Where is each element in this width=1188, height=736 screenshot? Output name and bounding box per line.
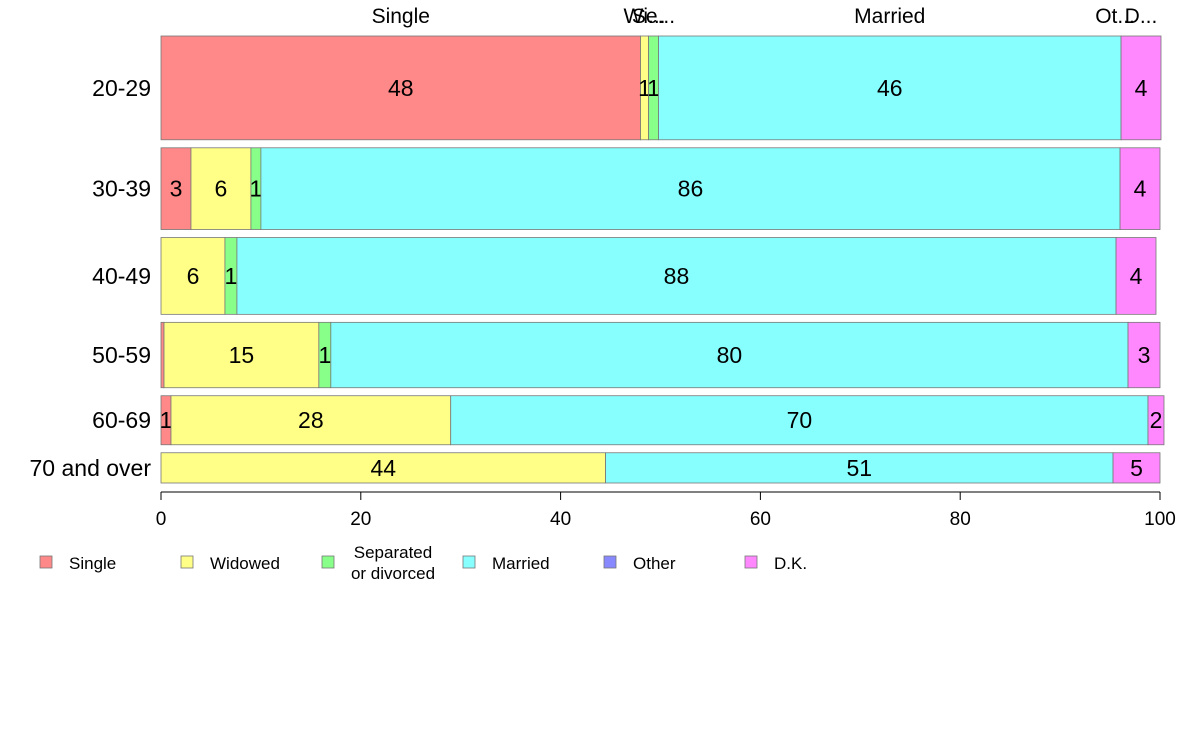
- bar-segment: [236, 237, 1117, 315]
- data-label: 80: [717, 342, 743, 368]
- data-label: 4: [1135, 75, 1148, 101]
- y-tick-label: 50-59: [92, 342, 151, 368]
- bar-segment: [605, 452, 1114, 484]
- data-label: 46: [877, 75, 903, 101]
- bar-segment: [190, 147, 252, 230]
- x-tick-label: 100: [1144, 509, 1176, 530]
- data-label: 51: [847, 455, 873, 481]
- data-label: 1: [318, 342, 331, 368]
- x-axis: 0 20 40 60 80 100: [156, 491, 1176, 530]
- legend-label: Separated or divorced: [351, 543, 435, 583]
- data-label: 1: [638, 75, 651, 101]
- data-label: 15: [229, 342, 255, 368]
- bar-segment: [170, 395, 452, 446]
- top-category-labels: Single Wi...Se... Married Ot...D...: [372, 5, 1158, 28]
- data-label: 2: [1150, 407, 1163, 433]
- data-label: 1: [160, 407, 173, 433]
- top-category-label: Single: [372, 5, 430, 28]
- bar-segment: [330, 321, 1129, 389]
- legend: Single Widowed Separated or divorced Married…: [39, 543, 807, 583]
- data-label: 86: [678, 176, 704, 202]
- legend-label: D.K.: [774, 554, 807, 573]
- data-label: 48: [388, 75, 414, 101]
- x-tick-label: 40: [550, 509, 571, 530]
- x-tick-label: 0: [156, 509, 167, 530]
- bar-segment: [1127, 321, 1161, 389]
- bar-segment: [1120, 35, 1162, 141]
- legend-swatch: [180, 555, 194, 569]
- bar-segment: [160, 35, 641, 141]
- legend-label: Widowed: [210, 554, 280, 573]
- legend-swatch: [462, 555, 476, 569]
- legend-swatch: [321, 555, 335, 569]
- y-tick-label: 40-49: [92, 263, 151, 289]
- legend-swatch: [744, 555, 758, 569]
- bar-segment: [160, 452, 606, 484]
- x-tick-label: 20: [350, 509, 371, 530]
- data-label: 1: [250, 176, 263, 202]
- legend-label: Other: [633, 554, 676, 573]
- data-label: 1: [647, 75, 660, 101]
- data-label: 4: [1130, 263, 1143, 289]
- bars-area: 48 11 46 43 6 1 86 46 1 88 415 1 80 31 28 70 244 51 5: [160, 35, 1165, 484]
- legend-swatch: [39, 555, 53, 569]
- top-category-label: Married: [854, 5, 925, 28]
- y-tick-label: 60-69: [92, 407, 151, 433]
- bar-segment: [160, 237, 226, 315]
- y-axis-labels: 20-29 30-39 40-49 50-59 60-69 70 and over: [30, 75, 152, 481]
- y-tick-label: 20-29: [92, 75, 151, 101]
- data-label: 88: [664, 263, 690, 289]
- bar-segment: [260, 147, 1121, 230]
- data-label: 70: [787, 407, 813, 433]
- top-category-label: D...: [1125, 5, 1158, 28]
- x-tick-label: 80: [950, 509, 971, 530]
- bar-segment: [163, 321, 320, 389]
- legend-label: Single: [69, 554, 116, 573]
- data-label: 28: [298, 407, 324, 433]
- bar-segment: [1112, 452, 1161, 484]
- data-label: 5: [1130, 455, 1143, 481]
- bar-segment: [160, 321, 165, 389]
- y-tick-label: 70 and over: [30, 455, 152, 481]
- data-label: 4: [1134, 176, 1147, 202]
- data-label: 3: [1138, 342, 1151, 368]
- data-label: 3: [170, 176, 183, 202]
- data-label: 6: [187, 263, 200, 289]
- bar-segment: [160, 147, 192, 230]
- top-category-label: Wi...: [624, 5, 666, 28]
- legend-swatch: [603, 555, 617, 569]
- data-label: 44: [370, 455, 396, 481]
- bar-segment: [1147, 395, 1165, 446]
- top-category-label: Se...: [632, 5, 675, 28]
- data-label: 6: [215, 176, 228, 202]
- legend-label: Married: [492, 554, 550, 573]
- bar-segment: [1119, 147, 1161, 230]
- y-tick-label: 30-39: [92, 176, 151, 202]
- bar-segment: [1115, 237, 1157, 315]
- bar-segment: [658, 35, 1122, 141]
- top-category-label: Ot...: [1095, 5, 1135, 28]
- data-label: 1: [225, 263, 238, 289]
- bar-segment: [450, 395, 1149, 446]
- x-tick-label: 60: [750, 509, 771, 530]
